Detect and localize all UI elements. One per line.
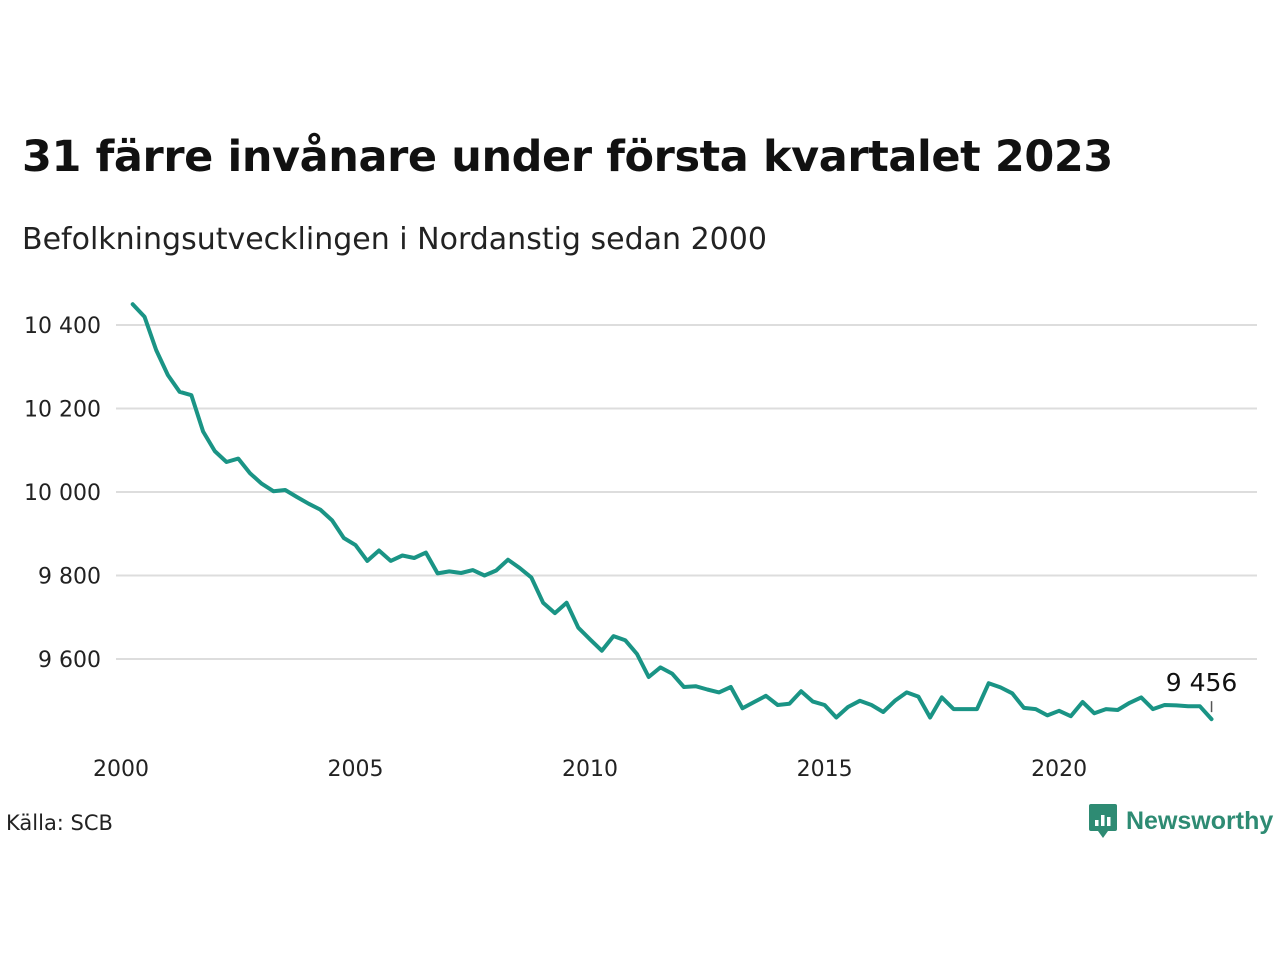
brand-logo: Newsworthy [1088, 803, 1273, 839]
y-tick-label: 10 200 [24, 398, 101, 423]
y-tick-label: 9 800 [38, 565, 101, 590]
x-tick-label: 2005 [328, 757, 384, 782]
y-tick-label: 10 400 [24, 314, 101, 339]
y-tick-label: 10 000 [24, 481, 101, 506]
chart-subtitle: Befolkningsutvecklingen i Nordanstig sed… [22, 222, 767, 257]
source-note: Källa: SCB [6, 811, 113, 835]
x-tick-label: 2015 [797, 757, 853, 782]
y-tick-label: 9 600 [38, 648, 101, 673]
population-line [130, 302, 1214, 722]
last-value-label: 9 456 [1166, 668, 1238, 697]
newsworthy-logo-icon [1089, 804, 1117, 838]
x-tick-label: 2020 [1031, 757, 1087, 782]
grid-lines [116, 324, 1257, 661]
brand-name: Newsworthy [1126, 806, 1274, 835]
y-axis-labels: 9 600 9 800 10 000 10 200 10 400 [24, 314, 101, 673]
chart-title: 31 färre invånare under första kvartalet… [22, 132, 1113, 182]
x-tick-label: 2000 [93, 757, 149, 782]
x-tick-label: 2010 [562, 757, 618, 782]
x-axis-labels: 2000 2005 2010 2015 2020 [93, 757, 1087, 782]
